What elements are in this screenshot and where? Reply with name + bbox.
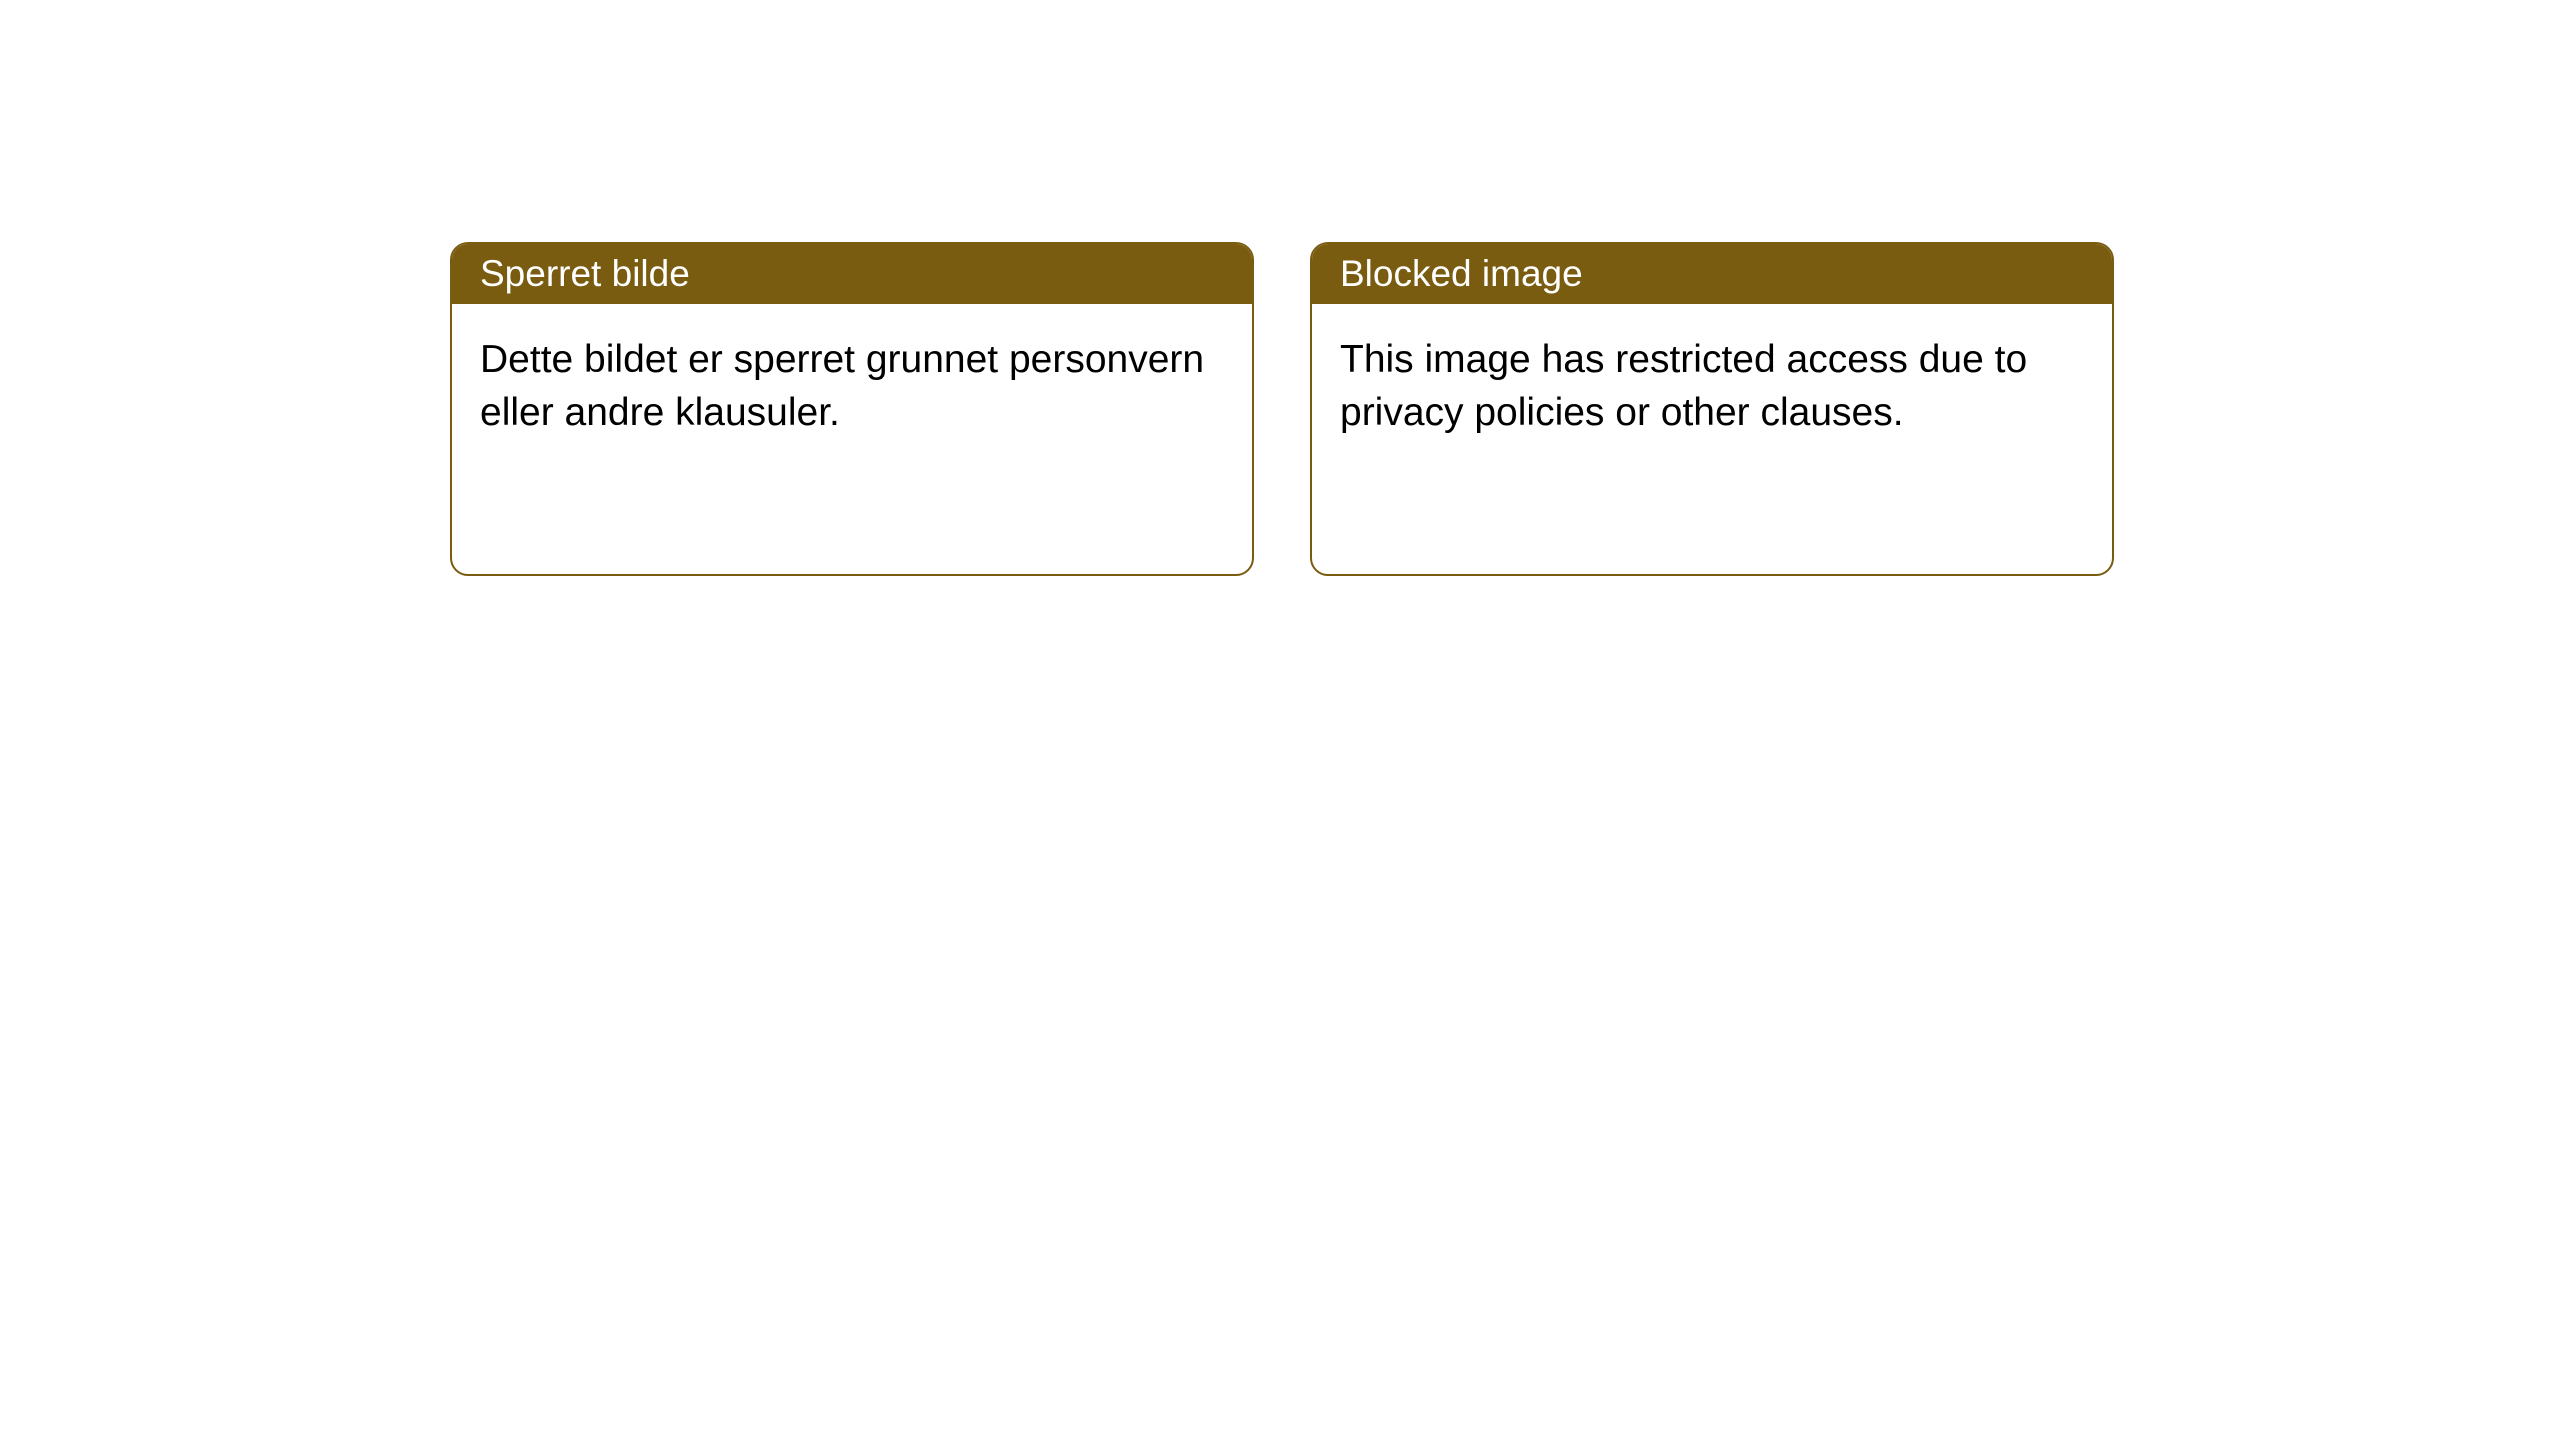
notice-body-no: Dette bildet er sperret grunnet personve…: [452, 304, 1252, 469]
notice-card-no: Sperret bilde Dette bildet er sperret gr…: [450, 242, 1254, 576]
notice-card-en: Blocked image This image has restricted …: [1310, 242, 2114, 576]
notice-container: Sperret bilde Dette bildet er sperret gr…: [0, 0, 2560, 576]
notice-body-en: This image has restricted access due to …: [1312, 304, 2112, 469]
notice-title-no: Sperret bilde: [452, 244, 1252, 304]
notice-title-en: Blocked image: [1312, 244, 2112, 304]
